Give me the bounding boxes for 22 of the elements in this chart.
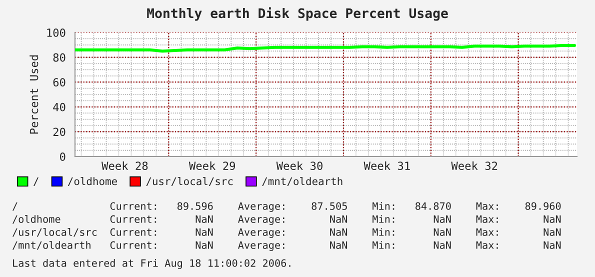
- legend-label: /: [34, 177, 38, 186]
- y-axis-title: Percent Used: [30, 55, 38, 134]
- x-tick-label: Week 32: [451, 161, 498, 170]
- legend-label: /mnt/oldearth: [262, 177, 342, 186]
- y-tick-label: 20: [53, 128, 66, 136]
- y-tick-label: 40: [53, 102, 66, 112]
- x-tick-label: Week 30: [276, 161, 322, 170]
- x-tick-label: Week 29: [188, 161, 236, 170]
- legend-label: /usr/local/src: [146, 177, 233, 186]
- y-tick-label: 100: [47, 28, 66, 37]
- x-tick-label: Week 31: [364, 161, 410, 170]
- text: /mnt/oldearth Current: NaN Average: NaN Min: NaN Max: NaN: [12, 241, 561, 251]
- y-tick-label: 0: [60, 152, 66, 161]
- text: Last data entered at Fri Aug 18 11:00:02 2006.: [13, 259, 290, 269]
- y-tick-label: 60: [53, 78, 66, 87]
- legend-label: /oldhome: [68, 177, 117, 186]
- text: / Current: 89.596 Average: 87.505 Min: 84.870 Max: 89.960: [12, 202, 561, 212]
- text: /oldhome Current: NaN Average: NaN Min: NaN Max: NaN: [12, 215, 561, 225]
- text: /usr/local/src Current: NaN Average: NaN Min: NaN Max: NaN: [12, 228, 561, 238]
- chart-title: Monthly earth Disk Space Percent Usage: [147, 7, 448, 21]
- x-tick-label: Week 28: [102, 161, 148, 170]
- y-tick-label: 80: [53, 53, 66, 62]
